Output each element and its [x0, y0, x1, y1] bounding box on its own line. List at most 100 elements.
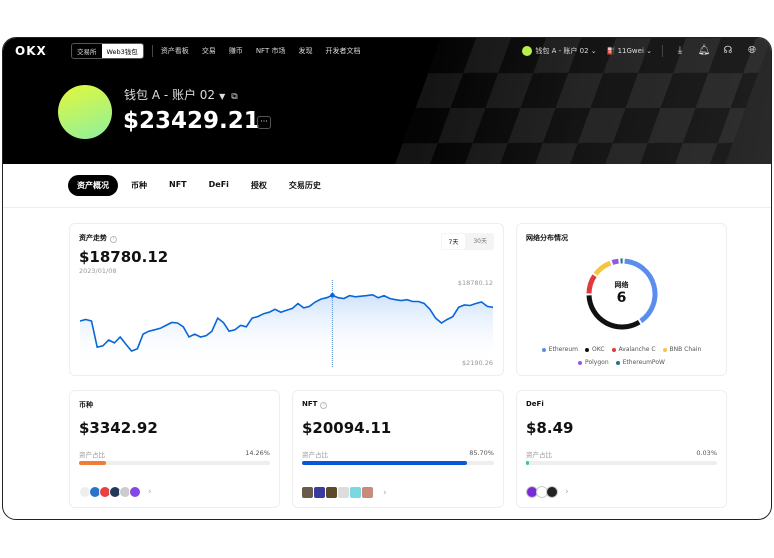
asset-trend-card: 资产走势 i 7天 30天 $18780.12 2023/01/08 $18780… — [69, 223, 504, 376]
share-bar — [526, 461, 717, 465]
share-bar — [79, 461, 270, 465]
nft-thumbnail — [302, 487, 313, 498]
bell-icon[interactable]: 🔔︎ — [697, 45, 711, 56]
legend-row: Polygon EthereumPoW — [517, 359, 726, 366]
more-button[interactable]: ··· — [257, 116, 271, 129]
asset-icons: › — [79, 486, 152, 498]
divider — [151, 44, 153, 57]
nft-card[interactable]: NFT i $20094.11 资产占比 85.70% › — [292, 390, 504, 508]
nav-dev-docs[interactable]: 开发者文档 — [325, 46, 361, 55]
legend-item: Avalanche C — [611, 346, 656, 353]
okx-logo[interactable]: OKX — [15, 43, 47, 58]
legend-dot — [578, 360, 583, 365]
wallet-avatar — [58, 85, 112, 139]
tab-exchange[interactable]: 交易所 — [77, 47, 97, 56]
legend-label: OKC — [591, 346, 605, 353]
asset-icons: › — [302, 487, 387, 498]
trend-chart[interactable] — [70, 224, 505, 377]
tab-defi[interactable]: DeFi — [208, 180, 229, 189]
donut-slice-polygon[interactable] — [611, 258, 619, 265]
legend-dot — [615, 360, 620, 365]
legend-dot — [611, 347, 616, 352]
max-label: $18780.12 — [457, 279, 493, 287]
asset-icons: › — [526, 486, 569, 498]
nav-nft-market[interactable]: NFT 市场 — [255, 46, 286, 55]
info-icon[interactable]: i — [110, 236, 117, 243]
card-title-text: DeFi — [526, 400, 544, 408]
legend-item: Polygon — [578, 359, 609, 366]
nav-dashboard[interactable]: 资产看板 — [160, 46, 189, 55]
caret-down-icon[interactable]: ▼ — [219, 92, 226, 101]
legend-label: Ethereum — [548, 346, 578, 353]
card-title-text: 币种 — [79, 401, 93, 409]
gas-pump-icon: ⛽ — [606, 46, 616, 55]
donut-center-label: 网络 — [614, 281, 629, 289]
defi-card[interactable]: DeFi $8.49 资产占比 0.03% › — [516, 390, 727, 508]
share-bar — [302, 461, 494, 465]
donut-slice-bnb-chain[interactable] — [593, 260, 612, 276]
chevron-right-icon[interactable]: › — [383, 487, 387, 498]
nav-trade[interactable]: 交易 — [201, 46, 216, 55]
globe-icon[interactable]: 🌐︎ — [748, 45, 756, 56]
headset-icon[interactable]: ☊ — [723, 45, 733, 56]
nft-thumbnail — [338, 487, 349, 498]
tokens-card[interactable]: 币种 $3342.92 资产占比 14.26% › — [69, 390, 280, 508]
legend-dot — [541, 347, 546, 352]
app-window: OKX 交易所 Web3钱包 资产看板 交易 赚币 NFT 市场 发现 开发者文… — [2, 37, 772, 520]
tab-web3-wallet[interactable]: Web3钱包 — [101, 43, 143, 58]
tab-tokens[interactable]: 币种 — [131, 181, 147, 190]
legend-label: Polygon — [585, 359, 609, 366]
legend-item: EthereumPoW — [615, 359, 665, 366]
gas-selector[interactable]: ⛽ 11Gwei ⌄ — [606, 46, 652, 55]
account-name: 钱包 A - 账户 02 — [535, 46, 589, 55]
card-title: DeFi — [526, 400, 544, 408]
tab-overview[interactable]: 资产概况 — [68, 175, 118, 196]
network-distribution-card: 网络分布情况 网络 6 Ethereum OKC Avalanche C BNB Ch… — [516, 223, 727, 376]
trend-title-text: 资产走势 — [79, 234, 107, 242]
share-percent: 85.70% — [469, 449, 494, 457]
donut-slice-ethereum[interactable] — [624, 258, 658, 324]
trend-title: 资产走势 i — [79, 233, 117, 243]
card-value: $20094.11 — [302, 419, 392, 437]
tab-approvals[interactable]: 授权 — [250, 181, 267, 190]
card-title-text: NFT — [302, 400, 318, 408]
legend-item: BNB Chain — [662, 346, 701, 353]
total-balance: $23429.21 — [123, 108, 260, 134]
nft-thumbnail — [362, 487, 373, 498]
trend-line — [79, 293, 494, 352]
share-percent: 14.26% — [245, 449, 270, 457]
wallet-selector[interactable]: 钱包 A - 账户 02 ▼ ⧉ — [124, 86, 238, 103]
share-percent: 0.03% — [696, 449, 717, 457]
info-icon[interactable]: i — [320, 402, 328, 409]
legend-row: Ethereum OKC Avalanche C BNB Chain — [517, 346, 726, 353]
mode-switch: 交易所 Web3钱包 — [71, 42, 144, 59]
share-label: 资产占比 — [79, 451, 105, 459]
range-toggle: 7天 30天 — [440, 233, 494, 250]
trend-date: 2023/01/08 — [79, 267, 117, 275]
tab-nft[interactable]: NFT — [169, 180, 187, 189]
copy-icon[interactable]: ⧉ — [231, 92, 238, 102]
nav-discover[interactable]: 发现 — [298, 46, 313, 55]
tab-history[interactable]: 交易历史 — [288, 181, 321, 190]
hover-point[interactable] — [330, 293, 335, 298]
legend-label: Avalanche C — [618, 346, 656, 353]
nav-earn[interactable]: 赚币 — [228, 46, 243, 55]
share-label: 资产占比 — [526, 451, 552, 459]
token-icon — [129, 486, 141, 498]
chevron-right-icon[interactable]: › — [148, 487, 152, 497]
chevron-right-icon[interactable]: › — [565, 487, 569, 497]
range-7d[interactable]: 7天 — [441, 234, 466, 249]
nft-thumbnail — [314, 487, 325, 498]
wallet-header: OKX 交易所 Web3钱包 资产看板 交易 赚币 NFT 市场 发现 开发者文… — [3, 38, 771, 164]
range-30d[interactable]: 30天 — [473, 238, 487, 245]
legend-item: Ethereum — [541, 346, 578, 353]
legend-item: OKC — [584, 346, 605, 353]
nft-thumbnail — [350, 487, 361, 498]
donut-slice-okc[interactable] — [586, 295, 641, 330]
account-selector[interactable]: 钱包 A - 账户 02 ⌄ — [522, 45, 597, 56]
donut-slice-avalanche-c[interactable] — [586, 274, 597, 294]
card-title: NFT i — [302, 400, 328, 409]
share-bar-fill — [526, 461, 529, 465]
download-icon[interactable]: ⤓ — [677, 45, 683, 56]
network-donut — [586, 258, 658, 330]
